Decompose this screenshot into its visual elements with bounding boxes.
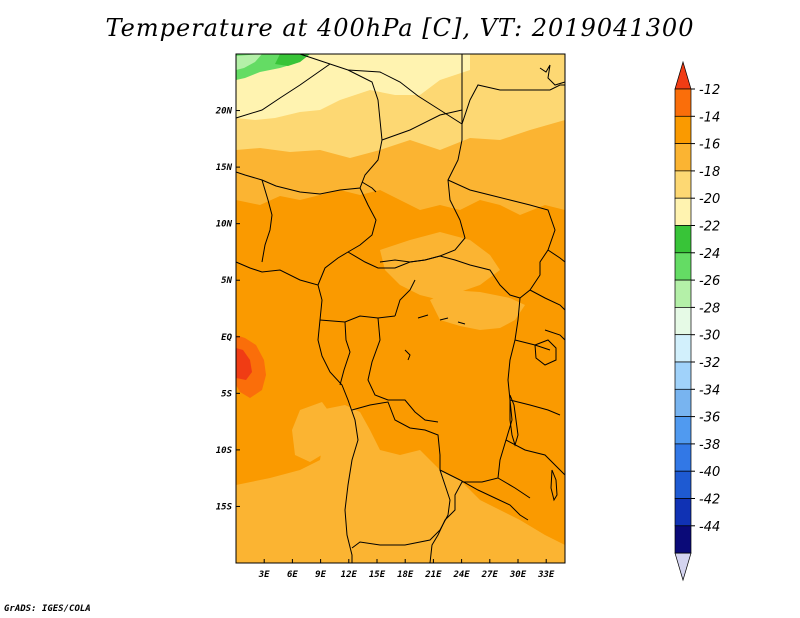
lon-tick-label: 15E (369, 570, 386, 580)
field-north-green-light (236, 54, 262, 70)
field-east-light (430, 290, 525, 330)
lon-tick-label: 24E (452, 570, 470, 580)
colorbar-level-label: -36 (699, 411, 720, 426)
lake-tanganyika (509, 394, 519, 447)
border-sudan (447, 84, 565, 299)
field-southwest-light (292, 402, 335, 462)
lat-tick-label: 10S (216, 446, 233, 456)
colorbar-level-label: -26 (699, 274, 720, 289)
colorbar-level-label: -16 (699, 138, 720, 153)
colorbar-level-label: -12 (699, 83, 720, 98)
border-zambia (439, 469, 531, 521)
border-angola (351, 401, 451, 549)
colorbar-swatch (674, 525, 692, 554)
lon-tick-label: 6E (287, 570, 298, 580)
colorbar-level-label: -44 (699, 520, 720, 535)
colorbar-swatch (674, 88, 692, 117)
colorbar-level-label: -28 (699, 301, 720, 316)
border-congo (367, 317, 439, 423)
lon-tick-label: 12E (341, 570, 358, 580)
lon-tick-label: 18E (397, 570, 414, 580)
lat-tick-label: 20N (215, 107, 233, 117)
colorbar-level-label: -20 (699, 192, 720, 207)
colorbar-swatch (674, 279, 692, 308)
lon-tick-label: 21E (424, 570, 442, 580)
lake-victoria (534, 339, 557, 366)
longitude-axis: 3E 6E 9E 12E 15E 18E 21E 24E 27E 30E 33E (258, 559, 555, 580)
border-nigeria (261, 179, 377, 286)
border-car (347, 251, 521, 299)
country-borders (235, 53, 566, 564)
colorbar-swatch (674, 252, 692, 281)
colorbar-level-label: -42 (699, 493, 720, 508)
colorbar-swatch (674, 443, 692, 472)
colorbar-swatch (674, 498, 692, 527)
colorbar-swatch (674, 416, 692, 445)
field-north-band-16 (236, 120, 565, 215)
colorbar-level-label: -38 (699, 438, 720, 453)
lon-tick-label: 9E (315, 570, 326, 580)
red-sea-coast (539, 64, 566, 86)
colorbar-triangle-bottom (674, 552, 692, 582)
colorbar-level-label: -24 (699, 247, 720, 262)
lon-tick-label: 33E (537, 570, 555, 580)
colorbar-triangle-top (674, 60, 692, 90)
temperature-field (236, 54, 565, 563)
colorbar-level-label: -22 (699, 220, 720, 235)
colorbar-swatch (674, 197, 692, 226)
colorbar-swatch (674, 225, 692, 254)
lat-tick-label: 5N (221, 276, 232, 286)
lat-tick-label: 10N (216, 220, 233, 230)
colorbar-swatch (674, 143, 692, 172)
field-north-pale (236, 54, 470, 120)
lon-tick-label: 30E (509, 570, 527, 580)
border-cameroon-gabon (319, 279, 416, 386)
colorbar: -12 -14 -16 -18 -20 -22 -24 -26 -28 -30 -32 -34 -36 -… (674, 60, 720, 582)
colorbar-level-label: -40 (699, 465, 720, 480)
lon-tick-label: 3E (258, 570, 270, 580)
lon-tick-label: 27E (481, 570, 499, 580)
colorbar-level-label: -34 (699, 383, 720, 398)
lat-tick-label: 15S (216, 502, 233, 512)
field-north-green-dark (275, 54, 310, 66)
field-west-warmer (236, 348, 252, 380)
map-frame (235, 53, 566, 564)
lat-tick-label: EQ (221, 333, 232, 343)
colorbar-level-label: -14 (699, 110, 720, 125)
colorbar-level-label: -18 (699, 165, 720, 180)
colorbar-swatch (674, 388, 692, 417)
lat-tick-label: 15N (216, 163, 233, 173)
latitude-axis: 20N 15N 10N 5N EQ 5S 10S 15S (215, 107, 240, 512)
credit-label: GrADS: IGES/COLA (4, 604, 91, 614)
lake-malawi (550, 469, 558, 502)
colorbar-swatch (674, 307, 692, 336)
colorbar-swatch (674, 170, 692, 199)
chart-title: Temperature at 400hPa [C], VT: 201904130… (105, 14, 695, 42)
colorbar-swatch (674, 334, 692, 363)
coastline-west (235, 261, 359, 563)
colorbar-swatch (674, 115, 692, 144)
field-central-light (380, 232, 500, 300)
colorbar-level-label: -30 (699, 329, 720, 344)
field-south-band (236, 405, 565, 563)
colorbar-swatch (674, 470, 692, 499)
colorbar-level-label: -32 (699, 356, 720, 371)
river-lines (361, 181, 466, 361)
colorbar-swatch (674, 361, 692, 390)
border-sahara-north (299, 53, 463, 125)
lat-tick-label: 5S (221, 389, 232, 399)
